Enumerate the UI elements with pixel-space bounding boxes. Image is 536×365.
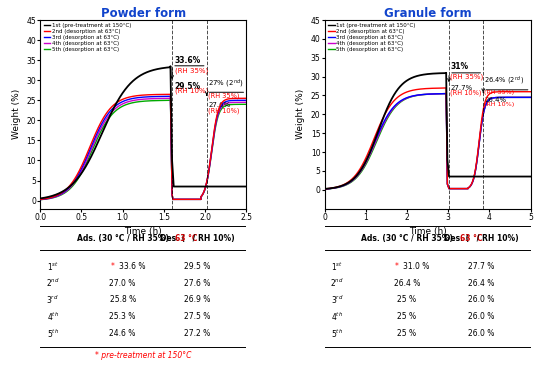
Text: 1$^{st}$: 1$^{st}$ bbox=[331, 260, 343, 273]
Text: / RH 10%): / RH 10%) bbox=[190, 234, 234, 243]
Text: 31%: 31% bbox=[450, 62, 468, 71]
Text: 31.0 %: 31.0 % bbox=[403, 262, 429, 271]
Text: 1$^{st}$: 1$^{st}$ bbox=[47, 260, 58, 273]
Text: 63 °C: 63 °C bbox=[459, 234, 482, 243]
Text: 25 %: 25 % bbox=[397, 312, 416, 321]
Text: 27.7%: 27.7% bbox=[450, 85, 473, 91]
Text: Des. (: Des. ( bbox=[444, 234, 469, 243]
Legend: 1st (pre-treatment at 150°C), 2nd (desorption at 63°C), 3rd (desorption at 63°C): 1st (pre-treatment at 150°C), 2nd (desor… bbox=[327, 23, 416, 52]
Text: 26.0 %: 26.0 % bbox=[468, 329, 494, 338]
Text: 27.7 %: 27.7 % bbox=[468, 262, 494, 271]
Text: Ads. (30 °C / RH 35%): Ads. (30 °C / RH 35%) bbox=[361, 234, 453, 243]
Text: (RH 10%): (RH 10%) bbox=[485, 102, 515, 107]
Text: * pre-treatment at 150°C: * pre-treatment at 150°C bbox=[95, 351, 191, 360]
Y-axis label: Weight (%): Weight (%) bbox=[296, 89, 305, 139]
Text: 29.5%: 29.5% bbox=[175, 82, 200, 91]
Text: 26.4%: 26.4% bbox=[485, 97, 507, 103]
Text: 27% (2$^{nd}$): 27% (2$^{nd}$) bbox=[209, 78, 244, 90]
Text: 4$^{th}$: 4$^{th}$ bbox=[47, 311, 58, 323]
Text: 26.4 %: 26.4 % bbox=[394, 278, 420, 288]
Text: 26.9 %: 26.9 % bbox=[184, 295, 210, 304]
Text: 5$^{th}$: 5$^{th}$ bbox=[331, 327, 343, 339]
Text: 25 %: 25 % bbox=[397, 329, 416, 338]
Text: 2$^{nd}$: 2$^{nd}$ bbox=[330, 277, 344, 289]
Y-axis label: Weight (%): Weight (%) bbox=[12, 89, 21, 139]
Text: Ads. (30 °C / RH 35%): Ads. (30 °C / RH 35%) bbox=[77, 234, 168, 243]
Text: 25 %: 25 % bbox=[397, 295, 416, 304]
Text: 26.0 %: 26.0 % bbox=[468, 312, 494, 321]
Text: 63 °C: 63 °C bbox=[175, 234, 198, 243]
Text: 29.5 %: 29.5 % bbox=[184, 262, 210, 271]
Text: 27.0 %: 27.0 % bbox=[109, 278, 136, 288]
Text: 4$^{th}$: 4$^{th}$ bbox=[331, 311, 343, 323]
Text: (RH 35%): (RH 35%) bbox=[209, 92, 240, 99]
Text: (RH 35%): (RH 35%) bbox=[485, 90, 515, 95]
Text: 27.2 %: 27.2 % bbox=[184, 329, 210, 338]
Text: (RH 35%): (RH 35%) bbox=[450, 74, 483, 80]
X-axis label: Time (h): Time (h) bbox=[124, 227, 162, 236]
Text: 26.4 %: 26.4 % bbox=[468, 278, 494, 288]
Text: 27.6%: 27.6% bbox=[209, 102, 230, 108]
Text: *: * bbox=[395, 262, 399, 271]
Text: *: * bbox=[110, 262, 114, 271]
Text: 3$^{rd}$: 3$^{rd}$ bbox=[331, 294, 343, 306]
Text: 25.8 %: 25.8 % bbox=[109, 295, 136, 304]
Text: (RH 35%): (RH 35%) bbox=[175, 68, 208, 74]
Text: 26.4% (2$^{nd}$): 26.4% (2$^{nd}$) bbox=[485, 75, 525, 87]
Text: Des. (: Des. ( bbox=[160, 234, 185, 243]
Title: Powder form: Powder form bbox=[101, 7, 186, 20]
Text: 27.5 %: 27.5 % bbox=[184, 312, 210, 321]
Text: 24.6 %: 24.6 % bbox=[109, 329, 136, 338]
Text: 5$^{th}$: 5$^{th}$ bbox=[47, 327, 58, 339]
Text: 25.3 %: 25.3 % bbox=[109, 312, 136, 321]
Text: 3$^{rd}$: 3$^{rd}$ bbox=[46, 294, 59, 306]
Text: (RH 10%): (RH 10%) bbox=[175, 87, 208, 93]
Text: (RH 10%): (RH 10%) bbox=[209, 108, 240, 114]
Text: 33.6%: 33.6% bbox=[175, 56, 201, 65]
Text: / RH 10%): / RH 10%) bbox=[474, 234, 519, 243]
Text: 27.6 %: 27.6 % bbox=[184, 278, 210, 288]
Title: Granule form: Granule form bbox=[384, 7, 472, 20]
Text: 26.0 %: 26.0 % bbox=[468, 295, 494, 304]
X-axis label: Time (h): Time (h) bbox=[409, 227, 446, 236]
Legend: 1st (pre-treatment at 150°C), 2nd (desorption at 63°C), 3rd (desorption at 63°C): 1st (pre-treatment at 150°C), 2nd (desor… bbox=[43, 23, 132, 52]
Text: 33.6 %: 33.6 % bbox=[118, 262, 145, 271]
Text: 2$^{nd}$: 2$^{nd}$ bbox=[46, 277, 59, 289]
Text: (RH 10%): (RH 10%) bbox=[450, 90, 482, 96]
